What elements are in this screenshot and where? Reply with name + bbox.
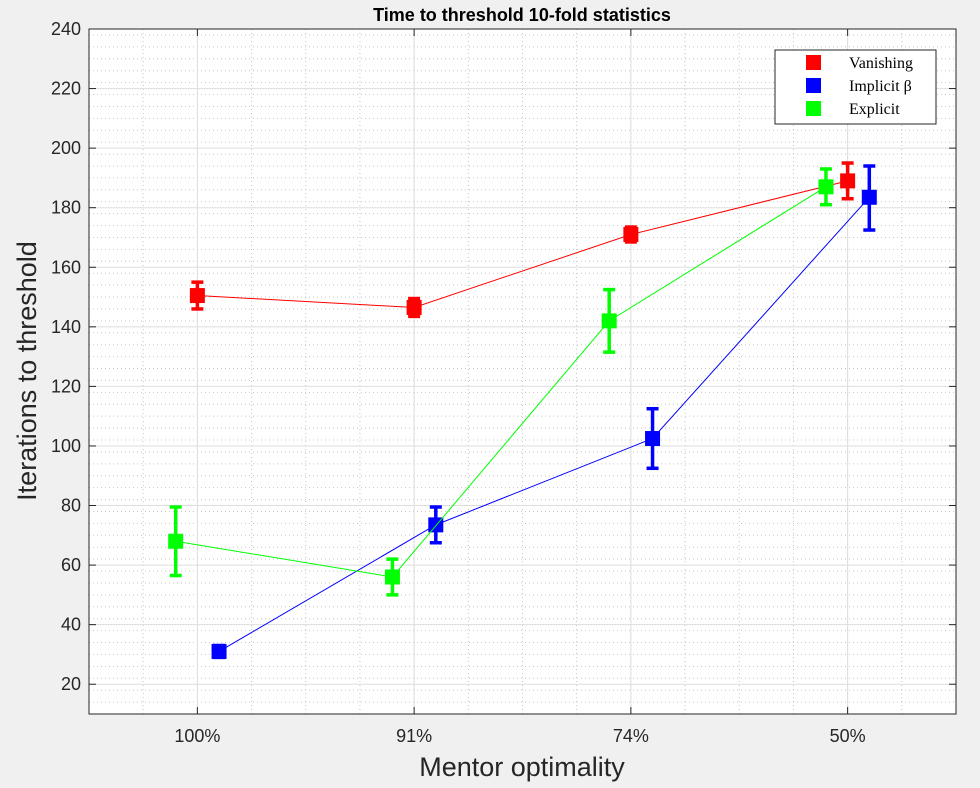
data-point — [189, 288, 205, 304]
series-1 — [211, 164, 877, 660]
x-tick-label: 100% — [174, 726, 220, 746]
data-point — [384, 569, 400, 585]
legend-swatch-implicit — [806, 78, 821, 93]
y-tick-label: 20 — [61, 674, 81, 694]
chart-title: Time to threshold 10-fold statistics — [373, 5, 671, 25]
x-tick-label: 50% — [830, 726, 866, 746]
plot-frame — [88, 28, 957, 715]
y-tick-label: 140 — [51, 317, 81, 337]
data-point — [168, 533, 184, 549]
legend-box — [774, 49, 937, 125]
legend-swatch-vanishing — [806, 55, 821, 70]
legend-label-vanishing: Vanishing — [849, 55, 913, 72]
y-tick-label: 100 — [51, 436, 81, 456]
data-point — [818, 179, 834, 195]
data-point — [840, 173, 856, 189]
y-axis-ticks: 20 40 60 80 100 120 140 160 180 200 220 240 — [51, 19, 956, 694]
data-point — [406, 299, 422, 315]
legend-swatch-explicit — [806, 101, 821, 116]
y-tick-label: 220 — [51, 79, 81, 99]
legend: Vanishing Implicit β Explicit — [774, 49, 937, 125]
y-tick-label: 60 — [61, 555, 81, 575]
plot-background — [89, 29, 956, 714]
data-point — [601, 313, 617, 329]
y-axis-label: Iterations to threshold — [12, 241, 42, 501]
legend-label-explicit: Explicit — [849, 101, 900, 118]
y-tick-label: 240 — [51, 19, 81, 39]
y-tick-label: 40 — [61, 615, 81, 635]
series-0 — [189, 161, 856, 319]
series-line — [197, 180, 848, 308]
series-2 — [168, 167, 834, 597]
minor-grid — [88, 29, 957, 715]
data-point — [861, 189, 877, 205]
y-tick-label: 180 — [51, 198, 81, 218]
data-point — [211, 643, 227, 659]
y-tick-label: 160 — [51, 257, 81, 277]
data-point — [623, 227, 639, 242]
series-line — [218, 196, 870, 652]
series-line — [175, 186, 827, 578]
y-tick-label: 200 — [51, 138, 81, 158]
data-point — [645, 431, 661, 447]
y-tick-label: 120 — [51, 376, 81, 396]
series-layer — [168, 161, 877, 660]
x-tick-label: 74% — [613, 726, 649, 746]
x-axis-ticks: 100% 91% 74% 50% — [174, 29, 866, 746]
x-tick-label: 91% — [396, 726, 432, 746]
legend-label-implicit: Implicit β — [849, 78, 912, 95]
y-tick-label: 80 — [61, 496, 81, 516]
x-axis-label: Mentor optimality — [419, 752, 625, 782]
